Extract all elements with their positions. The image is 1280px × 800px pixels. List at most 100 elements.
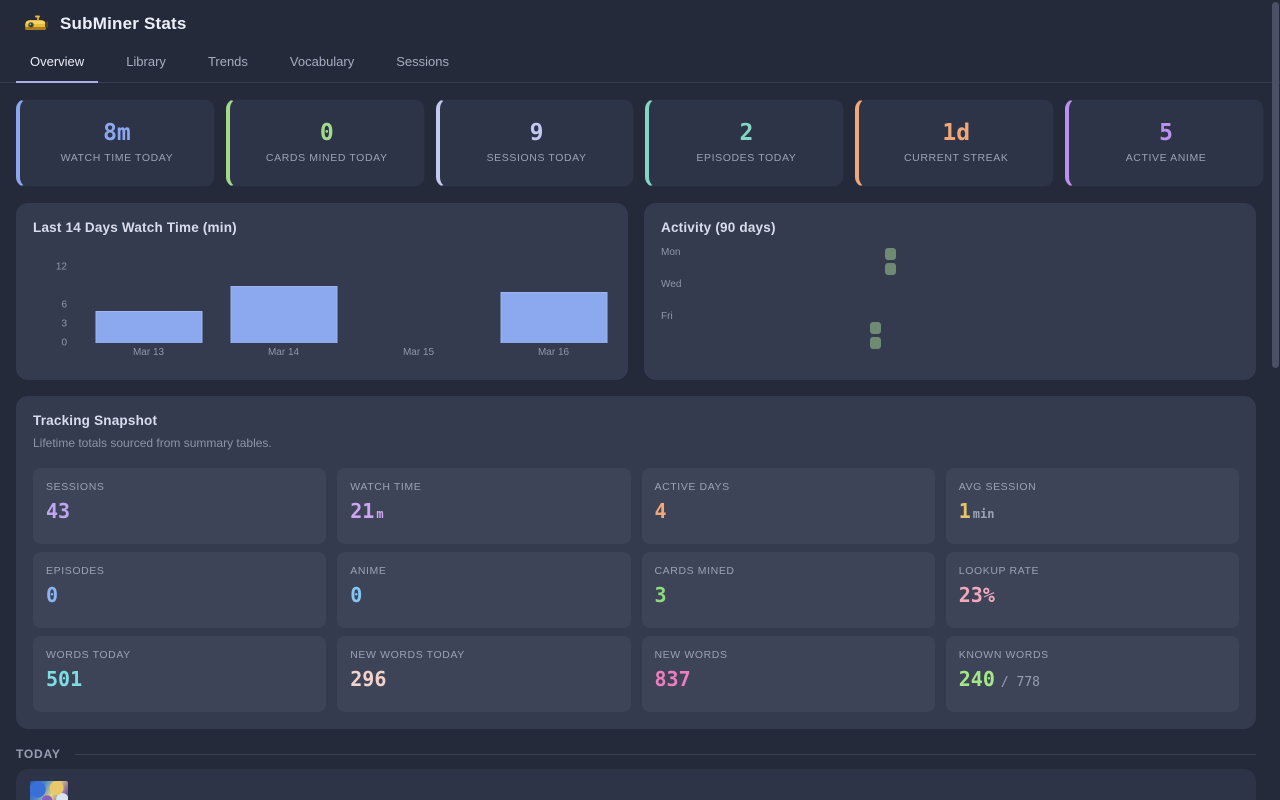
heatmap-cell-mon-w12 — [885, 248, 896, 260]
tile-value-number: 43 — [46, 499, 71, 523]
chart-title: Last 14 Days Watch Time (min) — [33, 220, 237, 235]
y-tick-0: 0 — [61, 337, 67, 349]
heatmap-title: Activity (90 days) — [661, 220, 776, 235]
watch-time-bar-chart: 0 3 6 12 Mar 13 Mar 14 Mar 15 Mar 16 — [33, 245, 611, 365]
tracking-tiles-grid: SESSIONS 43 WATCH TIME 21 m ACTIVE DAYS 4 AVG S… — [33, 468, 1239, 712]
today-label: TODAY — [16, 747, 61, 761]
stat-card-active-anime: 5 ACTIVE ANIME — [1065, 99, 1264, 187]
heatmap-cell-tue-w12 — [885, 263, 896, 275]
tile-label: NEW WORDS TODAY — [350, 649, 465, 661]
tile-value-number: 0 — [350, 583, 363, 607]
tile-value-number: 296 — [350, 667, 387, 691]
tracking-snapshot-panel: Tracking Snapshot Lifetime totals source… — [16, 396, 1256, 729]
tile-cards-mined: CARDS MINED 3 — [641, 552, 935, 628]
tile-value: 21 m — [350, 501, 617, 521]
tile-words-today: WORDS TODAY 501 — [33, 636, 327, 712]
stat-value: 0 — [319, 120, 334, 146]
tile-value: 0 — [350, 585, 617, 605]
bar-slot-mar-13 — [81, 267, 216, 343]
app-title: SubMiner Stats — [60, 14, 187, 33]
tile-episodes: EPISODES 0 — [33, 552, 327, 628]
stat-label: ACTIVE ANIME — [1125, 152, 1207, 164]
tile-value: 4 — [655, 501, 922, 521]
tile-value-number: 501 — [46, 667, 83, 691]
stat-card-episodes-today: 2 EPISODES TODAY — [645, 99, 845, 187]
heatmap-cell-sun-w11 — [870, 337, 881, 349]
tile-known-words: KNOWN WORDS 240 / 778 — [945, 636, 1239, 712]
x-label-mar-13: Mar 13 — [132, 347, 165, 358]
bar-slot-mar-15 — [351, 267, 486, 343]
tile-value-number: 837 — [654, 667, 691, 691]
stat-label: CURRENT STREAK — [903, 152, 1009, 164]
tile-sessions: SESSIONS 43 — [33, 468, 327, 544]
tile-watch-time: WATCH TIME 21 m — [337, 468, 631, 544]
activity-heatmap-panel: Activity (90 days) Mon Wed Fri — [644, 203, 1256, 380]
stat-label: WATCH TIME TODAY — [60, 152, 174, 164]
stat-label: SESSIONS TODAY — [486, 152, 587, 164]
x-label-mar-16: Mar 16 — [537, 347, 570, 358]
y-tick-12: 12 — [55, 261, 67, 273]
tab-library[interactable]: Library — [126, 54, 166, 69]
tab-trends[interactable]: Trends — [207, 54, 248, 69]
tile-label: CARDS MINED — [654, 565, 735, 577]
tile-label: KNOWN WORDS — [958, 649, 1049, 661]
tile-label: NEW WORDS — [654, 649, 728, 661]
stat-label: CARDS MINED TODAY — [265, 152, 388, 164]
tile-active-days: ACTIVE DAYS 4 — [641, 468, 935, 544]
stat-card-sessions-today: 9 SESSIONS TODAY — [435, 99, 635, 187]
stat-value: 9 — [529, 120, 544, 146]
tile-value: 23% — [959, 585, 1226, 605]
today-session-card[interactable] — [16, 769, 1256, 800]
tile-value-suffix: / 778 — [1000, 675, 1041, 690]
today-header: TODAY — [0, 747, 1280, 761]
tile-value-number: 1 — [958, 499, 971, 523]
heatmap-cell-sat-w11 — [870, 322, 881, 334]
y-tick-6: 6 — [61, 299, 67, 311]
tab-overview[interactable]: Overview — [16, 44, 99, 83]
x-label-mar-15: Mar 15 — [402, 347, 435, 358]
today-divider — [74, 753, 1256, 755]
tile-value: 501 — [46, 669, 313, 689]
tile-anime: ANIME 0 — [337, 552, 631, 628]
tracking-section: Tracking Snapshot Lifetime totals source… — [0, 380, 1280, 729]
tile-label: AVG SESSION — [958, 481, 1037, 493]
tile-value: 1 min — [959, 501, 1226, 521]
watch-time-chart-panel: Last 14 Days Watch Time (min) 0 3 6 12 Mar 1… — [16, 203, 628, 380]
tracking-subtitle: Lifetime totals sourced from summary tab… — [33, 436, 272, 450]
tile-value: 240 / 778 — [959, 669, 1226, 689]
bar-mar-14 — [230, 286, 337, 343]
tile-value-number: 0 — [46, 583, 59, 607]
tab-vocabulary[interactable]: Vocabulary — [289, 54, 355, 69]
bar-mar-13 — [95, 311, 202, 343]
tile-label: LOOKUP RATE — [958, 565, 1040, 577]
tile-value-number: 23% — [958, 583, 995, 607]
bar-mar-16 — [500, 292, 607, 343]
tab-bar: Overview Library Trends Vocabulary Sessions — [0, 44, 1280, 83]
scrollbar-thumb[interactable] — [1272, 2, 1279, 368]
activity-heatmap: Mon Wed Fri — [661, 245, 1239, 355]
tile-label: ACTIVE DAYS — [654, 481, 730, 493]
submarine-icon — [24, 15, 48, 33]
x-label-mar-14: Mar 14 — [267, 347, 300, 358]
tile-value: 0 — [46, 585, 313, 605]
bar-slot-mar-16 — [486, 267, 621, 343]
tile-value: 43 — [46, 501, 313, 521]
heatmap-row-label-fri: Fri — [661, 311, 673, 322]
episode-thumbnail — [30, 781, 68, 800]
tracking-title: Tracking Snapshot — [33, 413, 158, 428]
tile-value: 296 — [350, 669, 617, 689]
tile-value-number: 4 — [654, 499, 667, 523]
tile-value-number: 3 — [654, 583, 667, 607]
tile-label: ANIME — [350, 565, 387, 577]
tile-value-number: 21 — [350, 499, 375, 523]
charts-row: Last 14 Days Watch Time (min) 0 3 6 12 Mar 1… — [0, 187, 1280, 380]
stat-value: 2 — [739, 120, 754, 146]
stat-card-watch-time-today: 8m WATCH TIME TODAY — [16, 99, 215, 187]
tile-value-number: 240 — [958, 667, 995, 691]
tab-sessions[interactable]: Sessions — [396, 54, 449, 69]
plot-area — [81, 267, 621, 343]
bar-slot-mar-14 — [216, 267, 351, 343]
tile-label: SESSIONS — [46, 481, 105, 493]
y-tick-3: 3 — [61, 318, 67, 330]
